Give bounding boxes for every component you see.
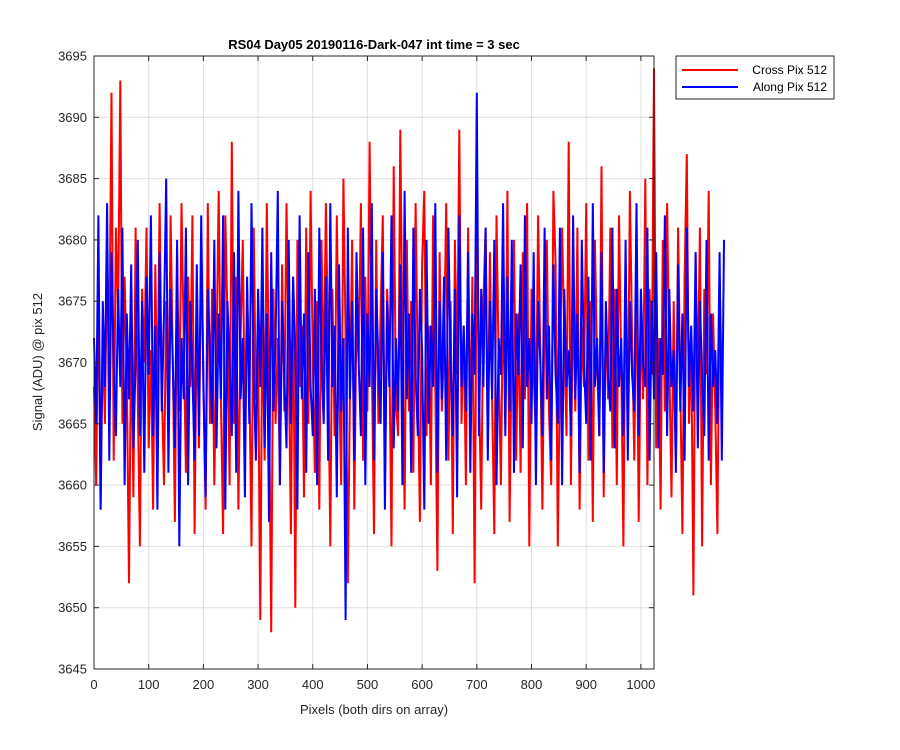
y-tick-label: 3680 — [58, 232, 87, 247]
x-tick-label: 800 — [521, 677, 543, 692]
x-tick-label: 100 — [138, 677, 160, 692]
x-tick-label: 1000 — [626, 677, 655, 692]
y-tick-label: 3690 — [58, 110, 87, 125]
y-tick-label: 3655 — [58, 539, 87, 554]
axis-ticks: 0 100 200 300 400 500 600 700 800 900 1000 3645 3650… — [58, 49, 655, 693]
x-tick-label: 300 — [247, 677, 269, 692]
y-tick-label: 3650 — [58, 600, 87, 615]
y-tick-label: 3675 — [58, 294, 87, 309]
y-tick-label: 3685 — [58, 171, 87, 186]
y-axis-label: Signal (ADU) @ pix 512 — [30, 293, 45, 431]
x-tick-label: 900 — [575, 677, 597, 692]
legend: Cross Pix 512 Along Pix 512 — [675, 55, 835, 100]
series-lines — [93, 68, 725, 633]
legend-label-along: Along Pix 512 — [753, 80, 827, 94]
x-tick-label: 600 — [411, 677, 433, 692]
y-tick-label: 3695 — [58, 49, 87, 64]
x-tick-label: 700 — [466, 677, 488, 692]
y-tick-label: 3665 — [58, 416, 87, 431]
series-line-along-pix-512 — [93, 92, 725, 621]
x-tick-label: 0 — [90, 677, 97, 692]
y-tick-label: 3670 — [58, 355, 87, 370]
x-tick-label: 200 — [193, 677, 215, 692]
chart-title: RS04 Day05 20190116-Dark-047 int time = … — [228, 37, 520, 52]
x-axis-label: Pixels (both dirs on array) — [300, 702, 448, 717]
legend-label-cross: Cross Pix 512 — [752, 63, 827, 77]
x-tick-label: 500 — [357, 677, 379, 692]
legend-box — [675, 55, 835, 100]
y-tick-label: 3660 — [58, 478, 87, 493]
x-tick-label: 400 — [302, 677, 324, 692]
y-tick-label: 3645 — [58, 662, 87, 677]
